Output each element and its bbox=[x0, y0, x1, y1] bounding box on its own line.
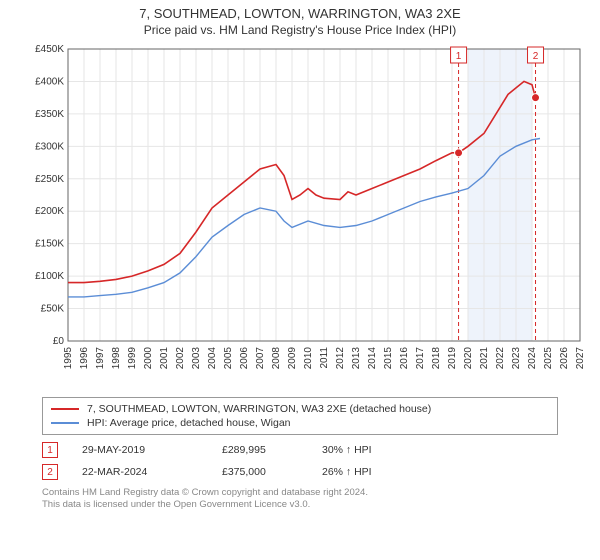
svg-text:2003: 2003 bbox=[191, 347, 202, 370]
svg-text:2: 2 bbox=[533, 51, 539, 62]
svg-text:2002: 2002 bbox=[175, 347, 186, 370]
attribution: Contains HM Land Registry data © Crown c… bbox=[42, 487, 558, 512]
svg-text:2013: 2013 bbox=[351, 347, 362, 370]
sales-table: 1 29-MAY-2019£289,99530% ↑ HPI 2 22-MAR-202… bbox=[42, 439, 558, 483]
legend-label: HPI: Average price, detached house, Wiga… bbox=[87, 417, 291, 429]
svg-text:£300K: £300K bbox=[35, 141, 64, 152]
legend: 7, SOUTHMEAD, LOWTON, WARRINGTON, WA3 2X… bbox=[42, 397, 558, 435]
svg-text:2016: 2016 bbox=[399, 347, 410, 370]
sale-delta: 30% ↑ HPI bbox=[322, 444, 462, 456]
legend-swatch bbox=[51, 408, 79, 410]
price-chart: £0 £50K £100K £150K £200K £250K £300K £350K £400… bbox=[30, 41, 590, 391]
svg-text:£350K: £350K bbox=[35, 109, 64, 120]
svg-text:2001: 2001 bbox=[159, 347, 170, 370]
svg-text:£100K: £100K bbox=[35, 271, 64, 282]
sale-row: 2 22-MAR-2024£375,00026% ↑ HPI bbox=[42, 461, 558, 483]
svg-text:2022: 2022 bbox=[495, 347, 506, 370]
svg-text:2004: 2004 bbox=[207, 347, 218, 370]
svg-text:2010: 2010 bbox=[303, 347, 314, 370]
sale-marker-badge: 1 bbox=[42, 442, 58, 458]
legend-label: 7, SOUTHMEAD, LOWTON, WARRINGTON, WA3 2X… bbox=[87, 403, 431, 415]
svg-text:2007: 2007 bbox=[255, 347, 266, 370]
svg-text:2019: 2019 bbox=[447, 347, 458, 370]
svg-text:1997: 1997 bbox=[95, 347, 106, 370]
svg-text:2005: 2005 bbox=[223, 347, 234, 370]
legend-swatch bbox=[51, 422, 79, 424]
svg-text:2012: 2012 bbox=[335, 347, 346, 370]
attribution-line2: This data is licensed under the Open Gov… bbox=[42, 499, 558, 511]
svg-text:2023: 2023 bbox=[511, 347, 522, 370]
svg-text:2026: 2026 bbox=[559, 347, 570, 370]
svg-text:£450K: £450K bbox=[35, 44, 64, 55]
svg-text:1998: 1998 bbox=[111, 347, 122, 370]
svg-text:2025: 2025 bbox=[543, 347, 554, 370]
svg-text:£200K: £200K bbox=[35, 206, 64, 217]
sale-date: 29-MAY-2019 bbox=[82, 444, 222, 456]
sale-row: 1 29-MAY-2019£289,99530% ↑ HPI bbox=[42, 439, 558, 461]
chart-svg: £0 £50K £100K £150K £200K £250K £300K £350K £400… bbox=[30, 41, 590, 391]
svg-text:2021: 2021 bbox=[479, 347, 490, 370]
svg-text:2008: 2008 bbox=[271, 347, 282, 370]
sale-price: £375,000 bbox=[222, 466, 322, 478]
page-title: 7, SOUTHMEAD, LOWTON, WARRINGTON, WA3 2X… bbox=[0, 0, 600, 21]
svg-text:1996: 1996 bbox=[79, 347, 90, 370]
legend-row: HPI: Average price, detached house, Wiga… bbox=[51, 416, 549, 430]
legend-row: 7, SOUTHMEAD, LOWTON, WARRINGTON, WA3 2X… bbox=[51, 402, 549, 416]
svg-text:2006: 2006 bbox=[239, 347, 250, 370]
svg-text:2011: 2011 bbox=[319, 347, 330, 369]
svg-text:2000: 2000 bbox=[143, 347, 154, 370]
svg-text:2027: 2027 bbox=[575, 347, 586, 370]
svg-text:2018: 2018 bbox=[431, 347, 442, 370]
svg-text:2020: 2020 bbox=[463, 347, 474, 370]
svg-text:£150K: £150K bbox=[35, 239, 64, 250]
page-subtitle: Price paid vs. HM Land Registry's House … bbox=[0, 21, 600, 41]
sale-delta: 26% ↑ HPI bbox=[322, 466, 462, 478]
sale-marker-badge: 2 bbox=[42, 464, 58, 480]
sale-price: £289,995 bbox=[222, 444, 322, 456]
svg-text:2009: 2009 bbox=[287, 347, 298, 370]
svg-text:2015: 2015 bbox=[383, 347, 394, 370]
svg-text:2014: 2014 bbox=[367, 347, 378, 370]
svg-text:1: 1 bbox=[456, 51, 462, 62]
attribution-line1: Contains HM Land Registry data © Crown c… bbox=[42, 487, 558, 499]
svg-text:2017: 2017 bbox=[415, 347, 426, 370]
sale-date: 22-MAR-2024 bbox=[82, 466, 222, 478]
svg-text:£250K: £250K bbox=[35, 174, 64, 185]
svg-text:£400K: £400K bbox=[35, 76, 64, 87]
svg-text:1995: 1995 bbox=[63, 347, 74, 370]
svg-text:£0: £0 bbox=[53, 336, 65, 347]
svg-text:2024: 2024 bbox=[527, 347, 538, 370]
svg-text:£50K: £50K bbox=[41, 304, 65, 315]
svg-text:1999: 1999 bbox=[127, 347, 138, 370]
